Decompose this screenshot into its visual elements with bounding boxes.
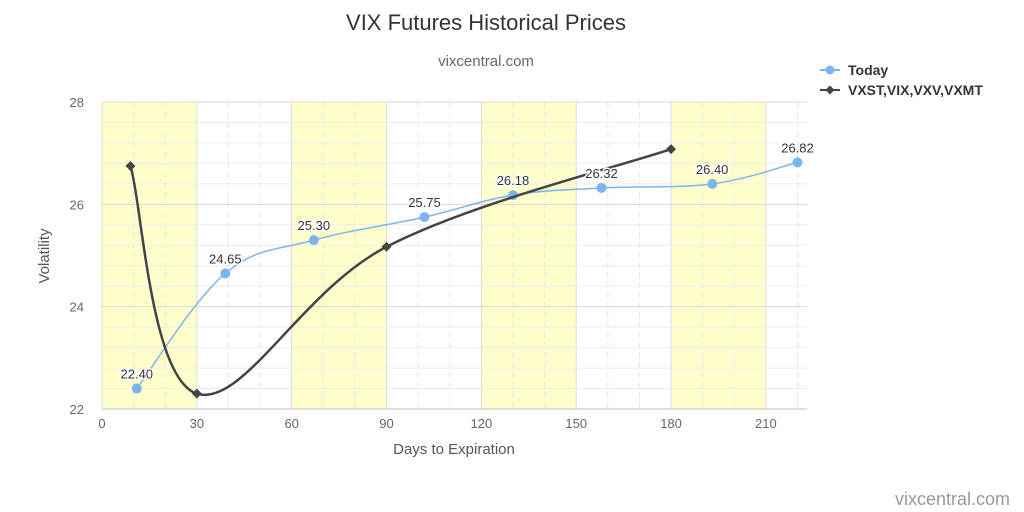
x-tick-label: 150	[565, 416, 587, 431]
x-axis-title: Days to Expiration	[393, 441, 515, 458]
y-tick-label: 24	[70, 300, 84, 315]
data-point[interactable]	[131, 383, 142, 394]
legend-item-0[interactable]: Today	[820, 62, 888, 78]
series-line-1	[129, 147, 672, 397]
shaded-band-2	[481, 102, 577, 409]
series-layer	[125, 144, 803, 399]
chart-title: VIX Futures Historical Prices	[346, 10, 626, 35]
data-labels: 22.40 24.65 25.30 25.75 26.18 26.32 26.40 26.82	[119, 139, 815, 383]
data-label: 24.65	[209, 251, 242, 266]
axes: 0 30 60 90 120 150 180 210 22 24 26 28	[70, 95, 807, 431]
chart-subtitle: vixcentral.com	[438, 53, 534, 70]
data-point[interactable]	[419, 212, 430, 223]
legend-marker-circle	[825, 65, 835, 75]
data-label: 26.18	[497, 173, 530, 188]
data-point[interactable]	[308, 235, 319, 246]
shaded-band-0	[102, 102, 197, 409]
data-label: 26.32	[585, 166, 618, 181]
data-label: 22.40	[121, 367, 154, 382]
data-point[interactable]	[792, 157, 803, 168]
data-label: 26.40	[696, 162, 729, 177]
legend-label: Today	[848, 62, 888, 78]
legend-label: VXST,VIX,VXV,VXMT	[848, 82, 983, 98]
y-axis-title: Volatility	[36, 228, 53, 284]
y-tick-label: 22	[70, 402, 84, 417]
data-point[interactable]	[596, 182, 607, 193]
y-tick-label: 26	[70, 197, 84, 212]
credit-text: vixcentral.com	[895, 489, 1010, 509]
x-tick-label: 180	[660, 416, 682, 431]
legend-item-1[interactable]: VXST,VIX,VXV,VXMT	[820, 82, 983, 98]
data-point[interactable]	[220, 268, 231, 279]
x-tick-label: 0	[98, 416, 105, 431]
x-tick-label: 60	[284, 416, 298, 431]
legend: Today VXST,VIX,VXV,VXMT	[820, 62, 983, 98]
data-label: 25.30	[298, 218, 331, 233]
x-tick-label: 90	[379, 416, 393, 431]
data-point-diamond[interactable]	[381, 241, 392, 252]
x-tick-label: 30	[190, 416, 204, 431]
data-point[interactable]	[707, 178, 718, 189]
data-label: 25.75	[408, 195, 441, 210]
legend-marker-diamond	[825, 85, 835, 95]
data-point-diamond[interactable]	[125, 160, 136, 171]
x-tick-label: 210	[755, 416, 777, 431]
shaded-bands	[102, 102, 766, 409]
y-tick-label: 28	[70, 95, 84, 110]
x-tick-label: 120	[471, 416, 493, 431]
data-point-diamond[interactable]	[191, 388, 202, 399]
shaded-band-3	[671, 102, 766, 409]
grid-lines	[101, 101, 807, 410]
data-point-diamond[interactable]	[666, 144, 677, 155]
data-label: 26.82	[781, 140, 814, 155]
